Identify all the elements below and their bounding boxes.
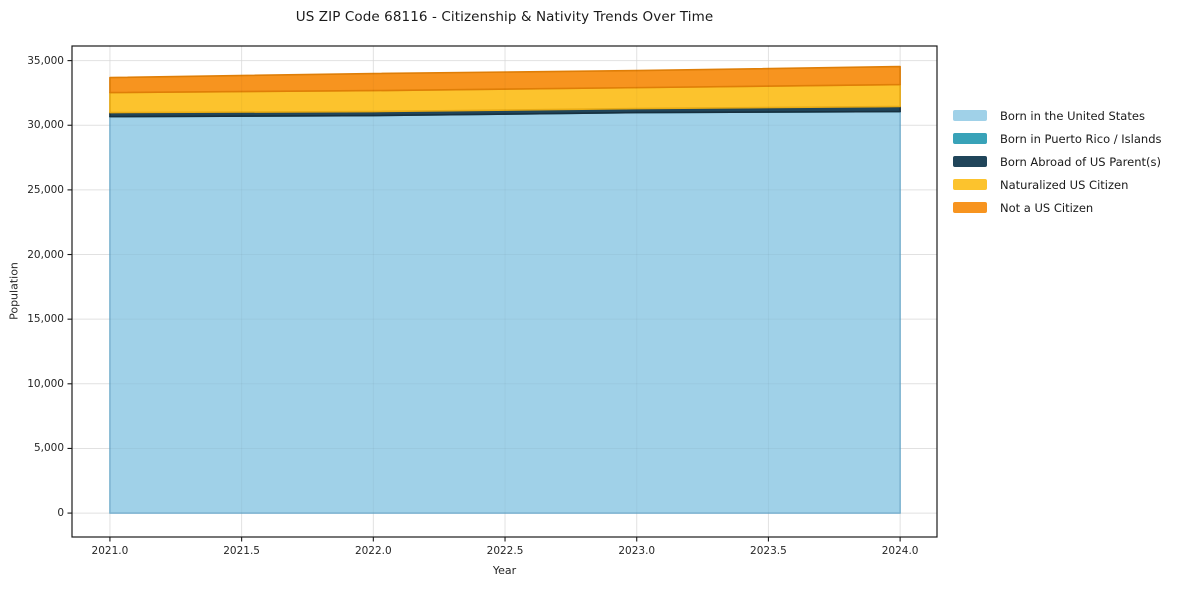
- chart-title: US ZIP Code 68116 - Citizenship & Nativi…: [295, 9, 714, 25]
- legend: Born in the United States Born in Puerto…: [953, 104, 1162, 219]
- legend-swatch-not-citizen: [953, 202, 987, 213]
- legend-swatch-born-pr: [953, 133, 987, 144]
- legend-label: Born Abroad of US Parent(s): [1000, 154, 1161, 169]
- legend-item-naturalized: Naturalized US Citizen: [953, 173, 1162, 196]
- legend-label: Born in the United States: [1000, 108, 1145, 123]
- legend-label: Not a US Citizen: [1000, 200, 1094, 215]
- y-tick-label: 35,000: [27, 54, 64, 67]
- legend-item-born-us: Born in the United States: [953, 104, 1162, 127]
- legend-swatch-naturalized: [953, 179, 987, 190]
- legend-swatch-born-abroad: [953, 156, 987, 167]
- legend-item-born-pr: Born in Puerto Rico / Islands: [953, 127, 1162, 150]
- x-tick-label: 2022.0: [354, 545, 392, 557]
- x-tick-label: 2021.5: [223, 545, 260, 557]
- y-tick-label: 15,000: [27, 313, 64, 326]
- x-tick-label: 2023.0: [618, 545, 656, 557]
- legend-item-born-abroad: Born Abroad of US Parent(s): [953, 150, 1162, 173]
- y-tick-label: 30,000: [27, 119, 64, 132]
- y-tick-label: 0: [57, 507, 64, 520]
- x-tick-label: 2022.5: [486, 545, 524, 557]
- x-axis-label: Year: [492, 564, 517, 577]
- x-tick-label: 2024.0: [881, 545, 919, 557]
- x-tick-label: 2023.5: [750, 545, 787, 557]
- y-tick-label: 10,000: [27, 377, 64, 390]
- legend-item-not-citizen: Not a US Citizen: [953, 196, 1162, 219]
- legend-label: Born in Puerto Rico / Islands: [1000, 131, 1162, 146]
- y-tick-label: 20,000: [27, 248, 64, 261]
- legend-label: Naturalized US Citizen: [1000, 177, 1129, 192]
- y-tick-label: 5,000: [33, 442, 64, 455]
- legend-swatch-born-us: [953, 110, 987, 121]
- x-tick-label: 2021.0: [91, 545, 129, 557]
- y-tick-label: 25,000: [27, 183, 64, 196]
